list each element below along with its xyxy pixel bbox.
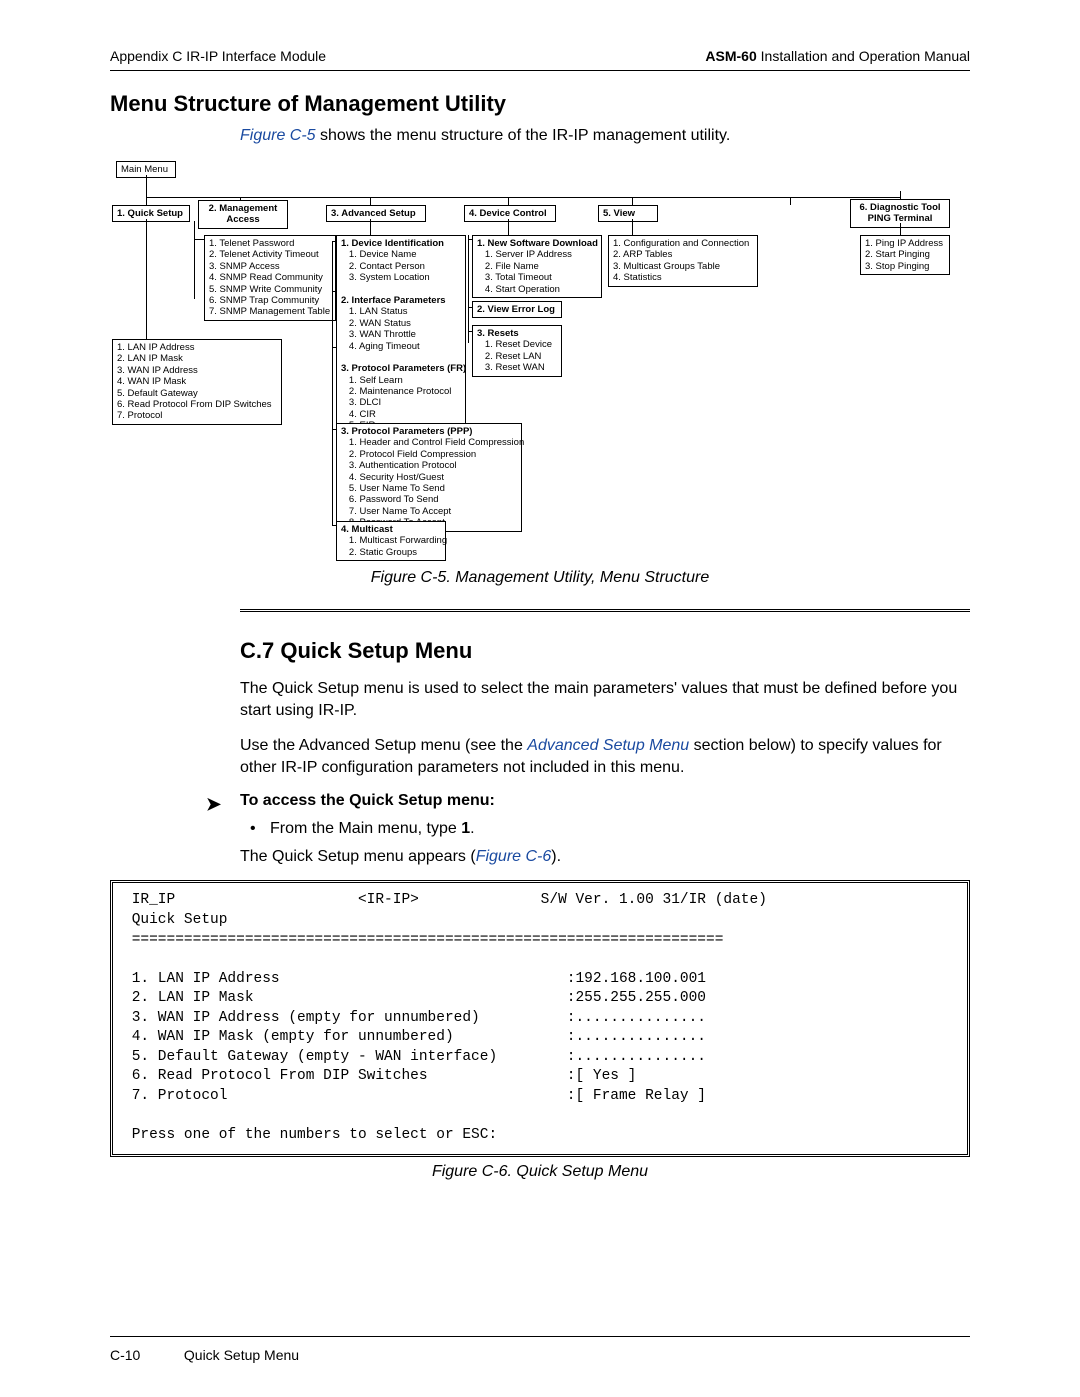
mgmt-access-items: 1. Telenet Password 2. Telenet Activity … xyxy=(204,235,336,321)
devctl-errorlog: 2. View Error Log xyxy=(472,301,562,318)
procedure-step: From the Main menu, type 1. xyxy=(270,820,970,838)
procedure-arrow-icon: ➤ xyxy=(206,794,221,815)
intro-paragraph: Figure C-5 shows the menu structure of t… xyxy=(240,127,970,145)
header-right: ASM-60 Installation and Operation Manual xyxy=(705,48,970,64)
advanced-setup-link[interactable]: Advanced Setup Menu xyxy=(527,737,689,754)
quick-setup-terminal: IR_IP <IR-IP> S/W Ver. 1.00 31/IR (date)… xyxy=(110,880,970,1156)
col-mgmt-access: 2. Management Access xyxy=(198,200,288,229)
page-footer: C-10 Quick Setup Menu xyxy=(110,1336,970,1363)
protocol-ppp-items: 3. Protocol Parameters (PPP) 1. Header a… xyxy=(336,423,522,532)
col-advanced-setup: 3. Advanced Setup xyxy=(326,205,426,222)
footer-label: Quick Setup Menu xyxy=(184,1347,299,1363)
running-header: Appendix C IR-IP Interface Module ASM-60… xyxy=(110,48,970,71)
advanced-setup-items: 1. Device Identification 1. Device Name … xyxy=(336,235,466,435)
header-left: Appendix C IR-IP Interface Module xyxy=(110,48,326,64)
figure-c6-caption: Figure C-6. Quick Setup Menu xyxy=(110,1163,970,1181)
c7-paragraph-1: The Quick Setup menu is used to select t… xyxy=(240,678,970,721)
procedure-result: The Quick Setup menu appears (Figure C-6… xyxy=(240,848,970,866)
col-view: 5. View xyxy=(598,205,658,222)
diag-items: 1. Ping IP Address 2. Start Pinging 3. S… xyxy=(860,235,950,275)
procedure-heading: ➤ To access the Quick Setup menu: xyxy=(240,792,970,810)
footer-page-number: C-10 xyxy=(110,1347,180,1363)
figure-c5-caption: Figure C-5. Management Utility, Menu Str… xyxy=(110,569,970,587)
devctl-resets: 3. Resets 1. Reset Device 2. Reset LAN 3… xyxy=(472,325,562,377)
devctl-new-sw: 1. New Software Download 1. Server IP Ad… xyxy=(472,235,602,298)
section-divider xyxy=(240,609,970,612)
c7-paragraph-2: Use the Advanced Setup menu (see the Adv… xyxy=(240,735,970,778)
multicast-items: 4. Multicast 1. Multicast Forwarding 2. … xyxy=(336,521,446,561)
menu-structure-heading: Menu Structure of Management Utility xyxy=(110,91,970,117)
figure-c6-link[interactable]: Figure C-6 xyxy=(476,848,552,865)
quick-setup-items: 1. LAN IP Address 2. LAN IP Mask 3. WAN … xyxy=(112,339,282,425)
col-quick-setup: 1. Quick Setup xyxy=(112,205,190,222)
view-items: 1. Configuration and Connection 2. ARP T… xyxy=(608,235,758,287)
menu-structure-diagram: Main Menu 1. Quick Setup 2. Management A… xyxy=(110,161,970,561)
col-device-control: 4. Device Control xyxy=(464,205,556,222)
c7-heading: C.7 Quick Setup Menu xyxy=(240,638,970,664)
